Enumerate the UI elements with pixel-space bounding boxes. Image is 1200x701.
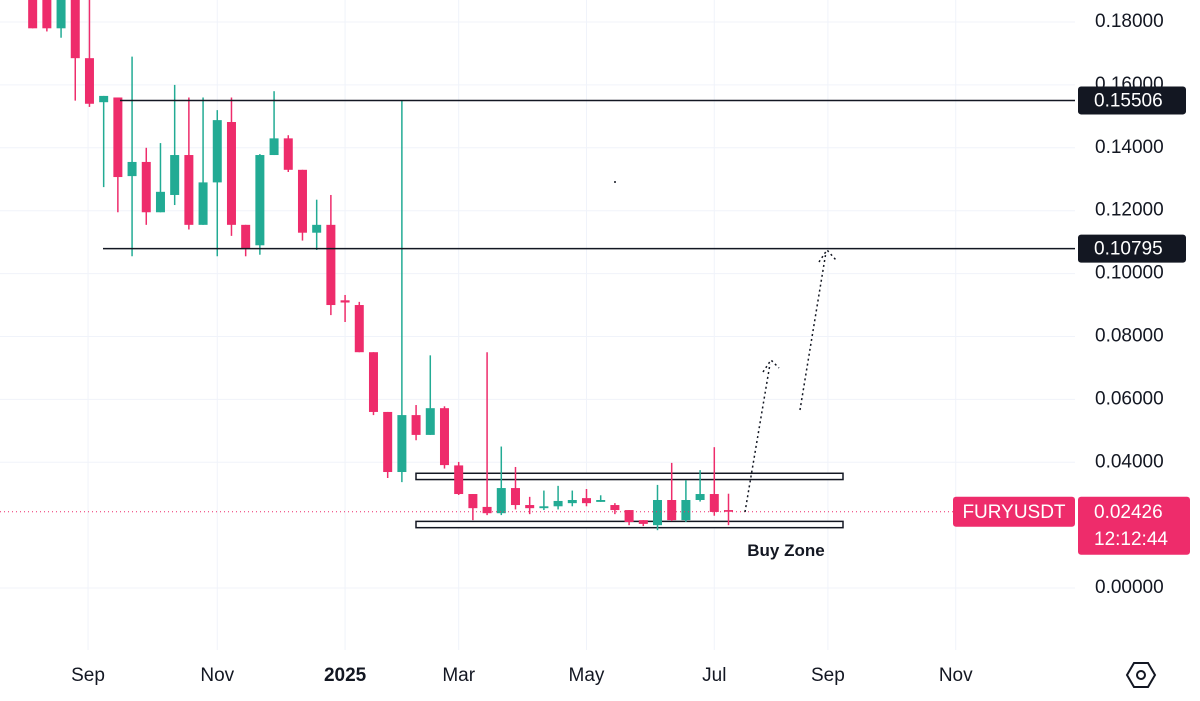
candle-body <box>496 488 506 514</box>
symbol-label-bg <box>953 496 1075 527</box>
candle-body <box>84 58 94 104</box>
candle-body <box>510 488 520 506</box>
arrow-head <box>762 358 780 373</box>
candle-body <box>638 520 648 524</box>
candle-body <box>184 155 194 225</box>
countdown-label: 12:12:44 <box>1094 529 1168 550</box>
candle-body <box>667 500 677 521</box>
candle-body <box>99 95 109 103</box>
candle-body <box>155 191 165 213</box>
x-tick-label: Sep <box>811 665 845 686</box>
candle-body <box>681 500 691 521</box>
candle-body <box>226 122 236 225</box>
candle-body <box>567 500 577 504</box>
candle-body <box>610 505 620 511</box>
candle-body <box>368 352 378 412</box>
candle-body <box>70 0 80 59</box>
candle-body <box>411 415 421 435</box>
projection-arrow <box>744 363 771 513</box>
level-label: 0.10795 <box>1094 239 1163 260</box>
y-tick-label: 0.14000 <box>1095 137 1164 158</box>
candle-body <box>283 138 293 170</box>
y-tick-label: 0.06000 <box>1095 388 1164 409</box>
dot <box>614 181 616 183</box>
x-tick-label: Nov <box>939 665 973 686</box>
drawings <box>744 248 837 513</box>
candle-body <box>127 161 137 177</box>
x-tick-label: Sep <box>71 665 105 686</box>
icon-hexagon[interactable] <box>1125 662 1157 688</box>
settings-icon[interactable] <box>1125 662 1157 688</box>
candle-body <box>42 0 52 29</box>
candle-body <box>581 498 591 504</box>
price-label: 0.02426 <box>1094 502 1163 523</box>
icon-circle[interactable] <box>1136 670 1146 680</box>
level-label-bg <box>1078 234 1186 263</box>
y-tick-label: 0.18000 <box>1095 11 1164 32</box>
projection-arrow <box>799 251 827 411</box>
candle-body <box>326 224 336 306</box>
candle-body <box>340 300 350 303</box>
candle-body <box>297 169 307 233</box>
candle-body <box>525 505 535 509</box>
y-tick-label: 0.10000 <box>1095 263 1164 284</box>
x-tick-label: 2025 <box>324 665 367 686</box>
candle-body <box>56 0 66 29</box>
candle-body <box>468 494 478 509</box>
candle-body <box>241 224 251 249</box>
level-label-bg <box>1078 86 1186 115</box>
candle-body <box>425 408 435 435</box>
candle-body <box>255 155 265 246</box>
x-tick-label: Mar <box>442 665 475 686</box>
candle-body <box>652 500 662 526</box>
candle-body <box>170 155 180 195</box>
candle-body <box>212 120 222 183</box>
candle-body <box>695 494 705 500</box>
y-tick-label: 0.00000 <box>1095 577 1164 598</box>
candle-body <box>439 408 449 466</box>
symbol-label: FURYUSDT <box>962 502 1065 523</box>
level-label: 0.15506 <box>1094 90 1163 111</box>
candle-body <box>724 510 734 512</box>
candle-body <box>482 506 492 514</box>
candle-body <box>539 506 549 509</box>
candle-body <box>141 161 151 213</box>
y-tick-label: 0.12000 <box>1095 200 1164 221</box>
candle-body <box>596 500 606 502</box>
candle-body <box>354 305 364 353</box>
candle-body <box>113 97 123 178</box>
candle-body <box>553 500 563 507</box>
candle-body <box>709 494 719 512</box>
x-tick-label: Jul <box>702 665 726 686</box>
price-label-bg <box>1078 496 1190 555</box>
candle-body <box>454 465 464 495</box>
candle-body <box>397 415 407 473</box>
candle-body <box>269 138 279 156</box>
candle-body <box>383 411 393 473</box>
y-tick-label: 0.04000 <box>1095 451 1164 472</box>
candle-body <box>312 224 322 233</box>
plot: 0.180000.160000.140000.120000.100000.080… <box>0 0 1190 686</box>
x-tick-label: Nov <box>200 665 234 686</box>
zone-label: Buy Zone <box>747 541 824 560</box>
candle-body <box>198 182 208 225</box>
candle-body <box>28 0 38 29</box>
candle-body <box>624 510 634 523</box>
y-tick-label: 0.08000 <box>1095 325 1164 346</box>
zone-box <box>415 472 844 481</box>
x-tick-label: May <box>569 665 605 686</box>
